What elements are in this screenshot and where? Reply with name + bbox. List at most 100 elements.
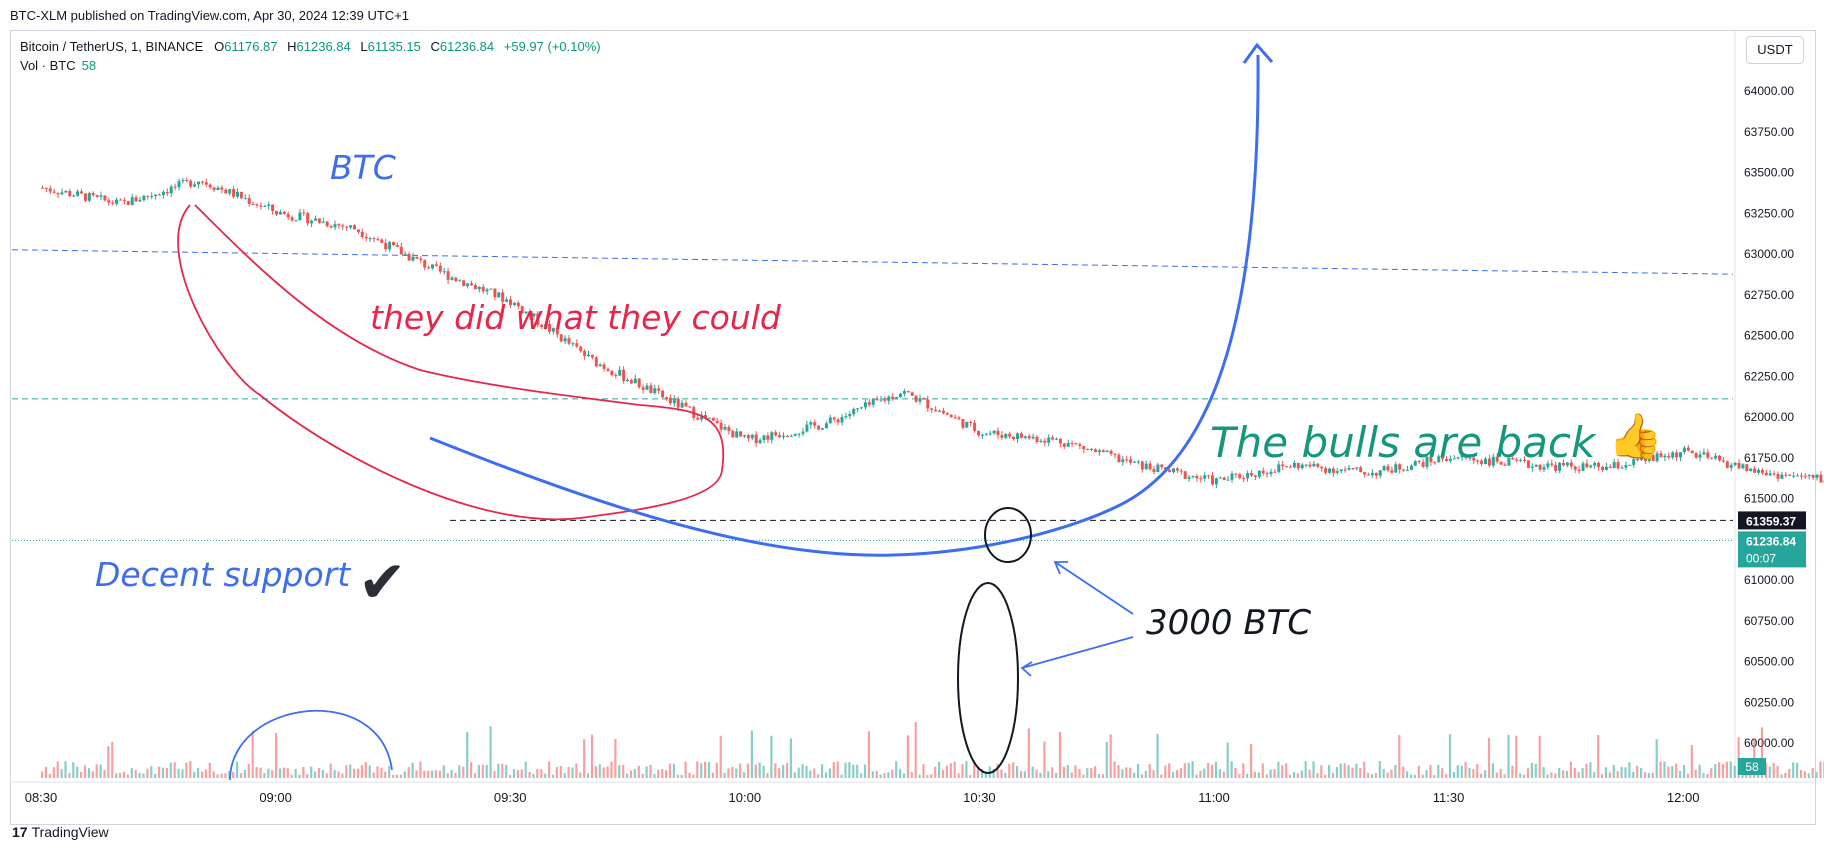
candle-body	[415, 256, 419, 259]
bulls-annotation: The bulls are back	[1210, 418, 1596, 467]
volume-bar	[1226, 742, 1229, 778]
volume-bar	[477, 765, 480, 778]
volume-bar	[505, 764, 508, 778]
volume-bar	[1300, 770, 1303, 778]
volume-bar	[1378, 761, 1381, 778]
volume-bar	[1179, 768, 1182, 778]
candle-body	[87, 193, 91, 201]
volume-bar	[1663, 761, 1666, 778]
candle-body	[1039, 440, 1043, 442]
candle-body	[169, 186, 173, 194]
candle-body	[1445, 459, 1448, 461]
volume-bar	[629, 770, 633, 778]
candle-body	[1760, 469, 1764, 473]
candle-body	[1737, 462, 1741, 469]
candle-body	[778, 435, 782, 438]
volume-bar	[606, 766, 609, 778]
candle-body	[1464, 455, 1468, 459]
candle-body	[1534, 464, 1538, 467]
candle-body	[1433, 462, 1437, 464]
candle-body	[657, 388, 661, 391]
candle-body	[1780, 474, 1784, 479]
volume-bar	[1039, 772, 1042, 778]
black-circle-drawing	[984, 507, 1032, 563]
candle-body	[622, 369, 626, 381]
volume-legend[interactable]: Vol · BTC 58	[20, 58, 96, 73]
candle-body	[294, 220, 298, 222]
candle-body	[1285, 466, 1289, 468]
volume-bar	[271, 770, 274, 778]
volume-bar	[1382, 769, 1385, 778]
volume-bar	[719, 735, 722, 778]
candle-body	[259, 205, 263, 207]
candle-body	[1698, 454, 1702, 458]
price-label-bg	[1738, 511, 1806, 530]
volume-bar	[76, 766, 79, 778]
volume-bar	[1456, 765, 1459, 778]
volume-bar	[1601, 774, 1604, 778]
volume-bar	[1105, 741, 1108, 778]
volume-bar	[1031, 766, 1034, 778]
volume-bar	[661, 769, 664, 778]
candle-body	[56, 192, 60, 195]
candle-body	[1523, 459, 1526, 461]
high-label: H	[287, 39, 297, 54]
candle-body	[1468, 457, 1472, 459]
candle-body	[1577, 469, 1581, 471]
volume-bar	[1000, 769, 1003, 778]
candle-body	[1277, 464, 1281, 472]
volume-bar	[1261, 763, 1264, 778]
volume-bar	[103, 769, 106, 778]
currency-button[interactable]: USDT	[1746, 36, 1804, 64]
candle-body	[914, 395, 918, 402]
volume-bar	[1062, 766, 1065, 778]
volume-bar	[1222, 771, 1225, 778]
candle-body	[329, 226, 333, 228]
candle-body	[1023, 436, 1027, 438]
volume-bar	[1484, 770, 1487, 778]
candle-body	[594, 357, 598, 367]
tradingview-logo[interactable]: 17 TradingView	[12, 824, 109, 840]
volume-bar	[306, 774, 309, 778]
volume-bar	[1429, 764, 1432, 778]
candle-body	[551, 328, 555, 332]
candle-body	[1448, 458, 1452, 461]
candle-body	[1550, 463, 1554, 465]
price-tick-label: 62750.00	[1744, 288, 1794, 302]
symbol-name[interactable]: Bitcoin / TetherUS, 1, BINANCE	[20, 39, 204, 54]
candle-body	[715, 420, 719, 423]
candle-body	[1363, 472, 1367, 475]
volume-bar	[122, 771, 126, 778]
candle-body	[1144, 463, 1148, 470]
candle-body	[395, 245, 399, 247]
candle-body	[1690, 450, 1694, 454]
candle-body	[1019, 433, 1023, 438]
candle-body	[1012, 436, 1016, 439]
candle-body	[1125, 459, 1129, 461]
candle-body	[1597, 462, 1601, 468]
volume-bar	[64, 761, 67, 778]
volume-bar	[485, 764, 488, 778]
candle-body	[1402, 469, 1406, 471]
candle-body	[629, 380, 633, 384]
candle-body	[1718, 455, 1721, 461]
candle-body	[1702, 452, 1706, 455]
price-tick-label: 62000.00	[1744, 410, 1794, 424]
volume-bar	[1729, 761, 1732, 778]
volume-bar	[1690, 745, 1693, 778]
candle-body	[1035, 436, 1039, 442]
volume-bar	[1573, 767, 1576, 778]
volume-bar	[824, 772, 828, 778]
volume-bar	[1706, 774, 1709, 778]
candle-body	[696, 417, 700, 420]
volume-bar	[302, 767, 305, 778]
candle-body	[895, 397, 899, 400]
candle-body	[512, 302, 516, 305]
symbol-legend[interactable]: Bitcoin / TetherUS, 1, BINANCE O61176.87…	[20, 39, 607, 54]
candle-body	[891, 396, 895, 400]
candle-body	[446, 271, 450, 280]
candle-body	[267, 204, 271, 207]
volume-bar	[403, 771, 406, 778]
volume-bar	[1679, 771, 1682, 778]
